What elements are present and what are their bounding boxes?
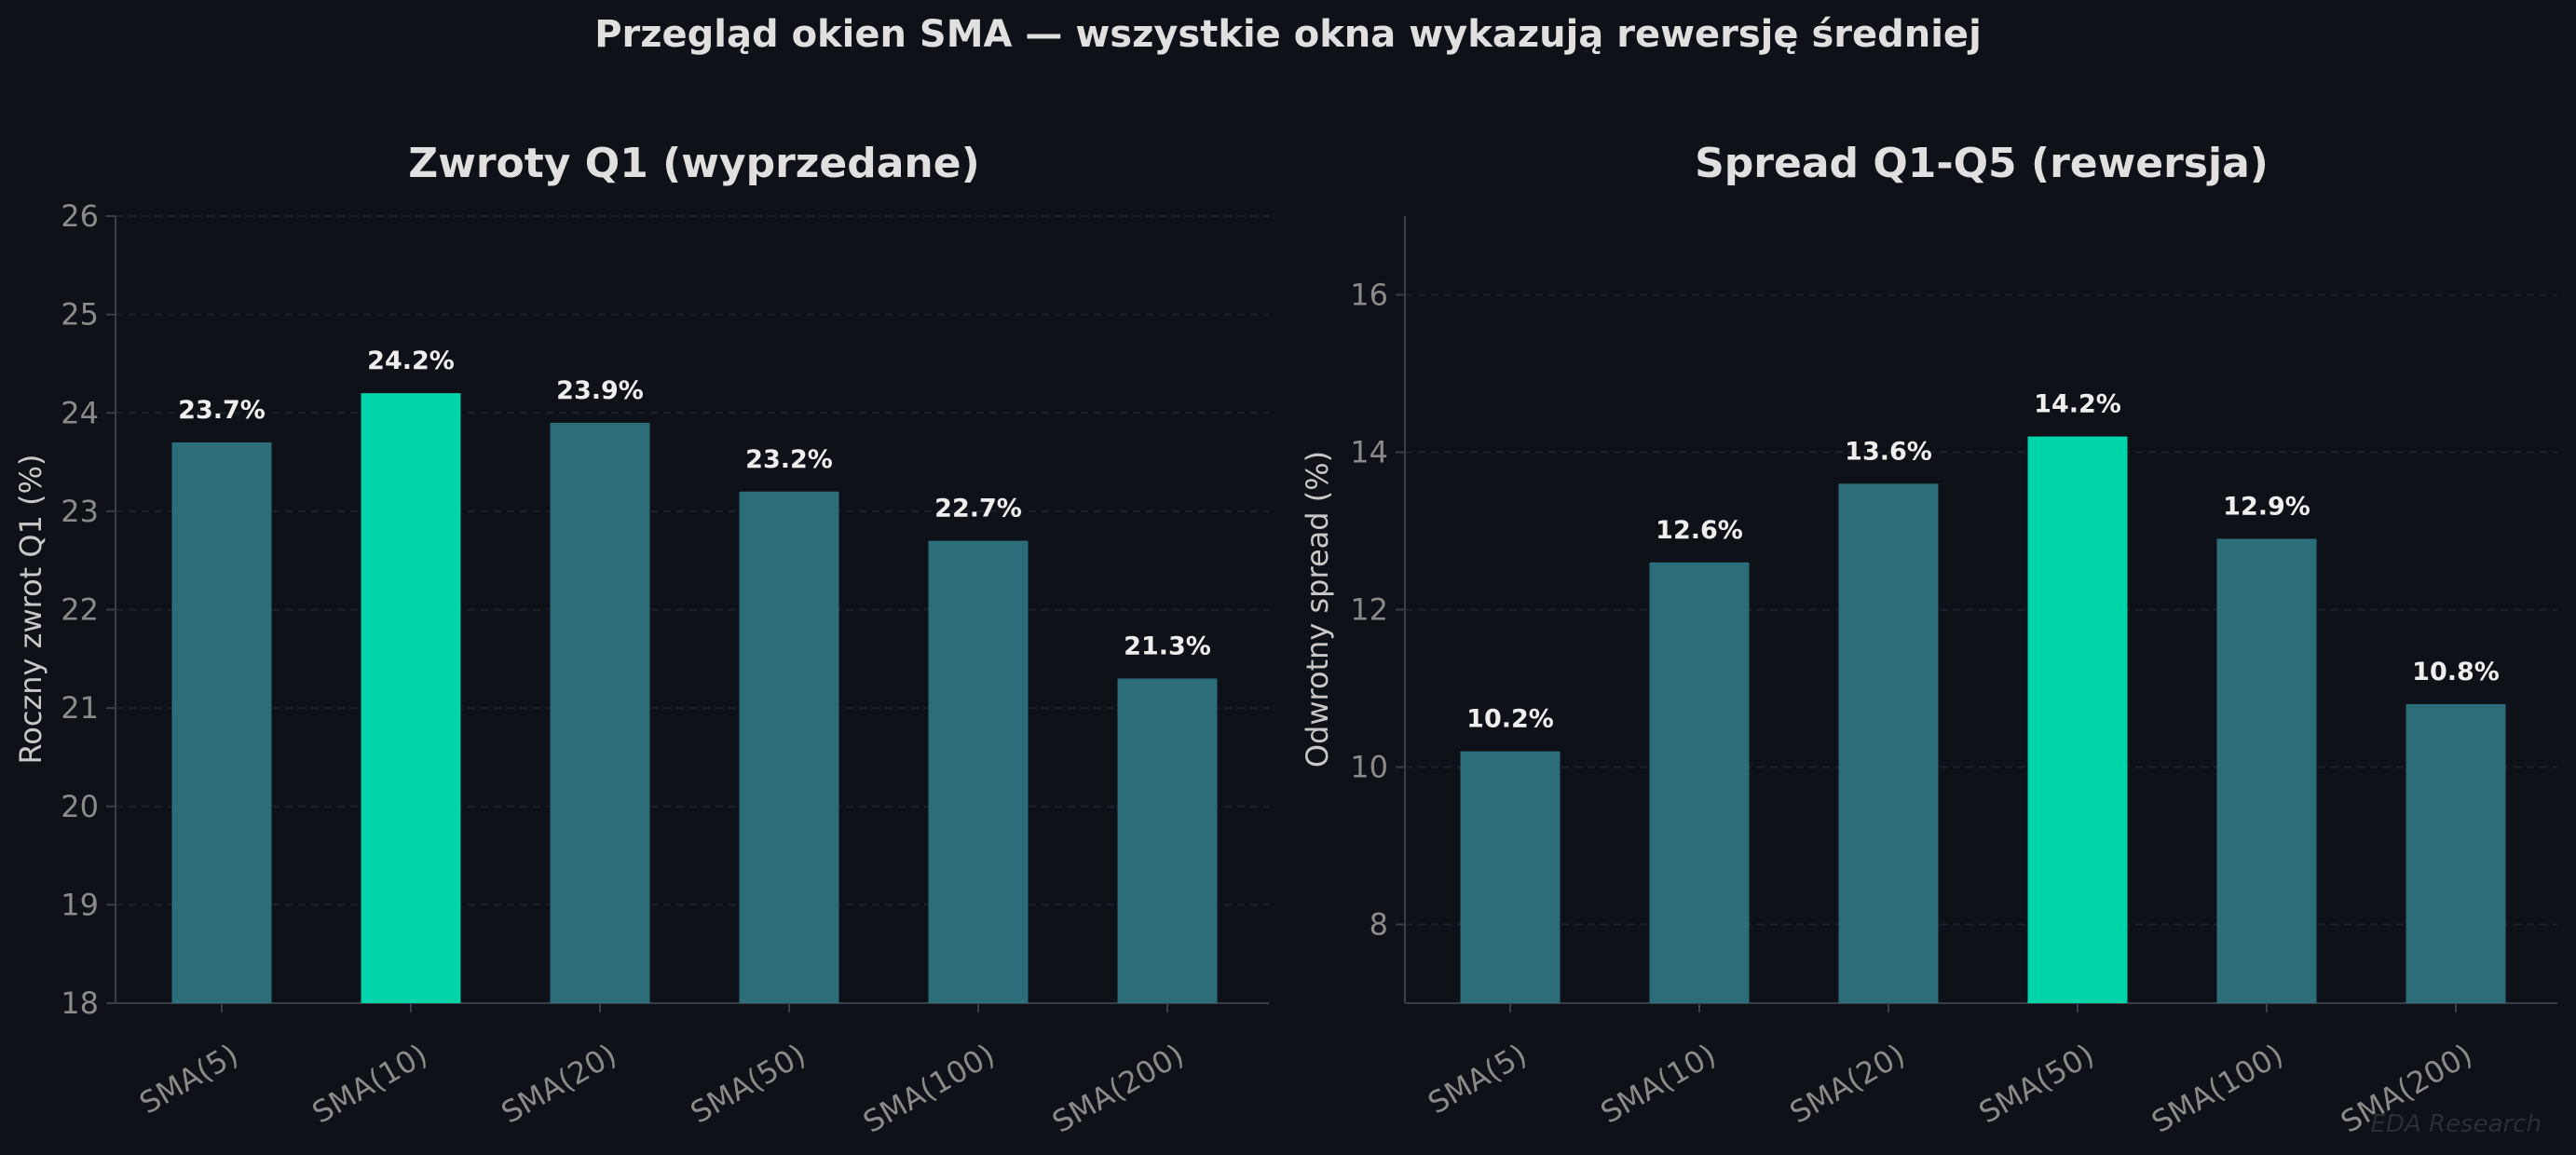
y-tick-label: 16 (1350, 278, 1388, 313)
panel-q1-returns: Zwroty Q1 (wyprzedane) 18 19 20 21 22 23 24 25 26… (13, 140, 1269, 1140)
bar-value-label: 21.3% (1124, 632, 1211, 660)
y-tick-label: 21 (61, 690, 99, 726)
bar-value-label: 22.7% (934, 495, 1022, 523)
y-tick-label: 8 (1370, 907, 1388, 943)
bar-value-label: 14.2% (2034, 390, 2121, 419)
x-tick-label: SMA(10) (1595, 1037, 1722, 1131)
x-tick-label: SMA(100) (857, 1037, 1001, 1140)
bar-value-label: 12.6% (1656, 516, 1743, 545)
bar-value-label: 23.7% (178, 396, 266, 425)
y-axis-label: Roczny zwrot Q1 (%) (13, 455, 48, 765)
y-tick-label: 25 (61, 297, 99, 333)
y-tick-label: 20 (61, 789, 99, 824)
y-tick-label: 12 (1350, 592, 1388, 628)
bar (739, 491, 839, 1003)
y-tick-label: 23 (61, 494, 99, 529)
y-tick-label: 26 (61, 198, 99, 234)
y-tick-label: 10 (1350, 750, 1388, 785)
bar-value-label: 10.8% (2412, 658, 2500, 686)
y-tick-label: 19 (61, 887, 99, 922)
x-tick-label: SMA(20) (1784, 1037, 1911, 1131)
bar-value-label: 23.2% (745, 445, 833, 474)
bar (361, 393, 461, 1003)
bar (928, 540, 1029, 1003)
bar-value-label: 12.9% (2223, 492, 2310, 521)
bar (1649, 562, 1750, 1003)
panel-title: Spread Q1-Q5 (rewersja) (1695, 140, 2269, 187)
bar-value-label: 23.9% (556, 376, 644, 405)
bar (550, 422, 650, 1003)
y-axis-label: Odwrotny spread (%) (1300, 451, 1335, 768)
y-tick-label: 22 (61, 592, 99, 628)
y-tick-label: 24 (61, 395, 99, 430)
bar-value-label: 13.6% (1845, 437, 1932, 466)
bar (1838, 483, 1939, 1003)
x-tick-label: SMA(20) (496, 1037, 622, 1131)
bar-value-label: 10.2% (1466, 705, 1554, 734)
figure-title: Przegląd okien SMA — wszystkie okna wyka… (594, 13, 1982, 56)
bar (171, 442, 272, 1003)
bar (1460, 751, 1561, 1003)
y-tick-label: 14 (1350, 435, 1388, 470)
x-tick-label: SMA(50) (1973, 1037, 2100, 1131)
bar (2216, 538, 2317, 1003)
x-tick-label: SMA(100) (2146, 1037, 2289, 1140)
y-tick-label: 18 (61, 985, 99, 1021)
x-tick-label: SMA(5) (1422, 1037, 1533, 1121)
bar (2406, 703, 2506, 1003)
bar-value-label: 24.2% (367, 346, 455, 375)
panel-spread: Spread Q1-Q5 (rewersja) 8 10 12 14 16 Odwrotny… (1300, 140, 2557, 1140)
bar (2027, 436, 2128, 1004)
x-tick-label: SMA(5) (133, 1037, 244, 1121)
x-tick-label: SMA(50) (685, 1037, 811, 1131)
panel-title: Zwroty Q1 (wyprzedane) (408, 140, 979, 187)
bar (1117, 678, 1218, 1003)
watermark: EDA Research (2371, 1110, 2542, 1138)
x-tick-label: SMA(10) (307, 1037, 433, 1131)
x-tick-label: SMA(200) (1046, 1037, 1190, 1140)
